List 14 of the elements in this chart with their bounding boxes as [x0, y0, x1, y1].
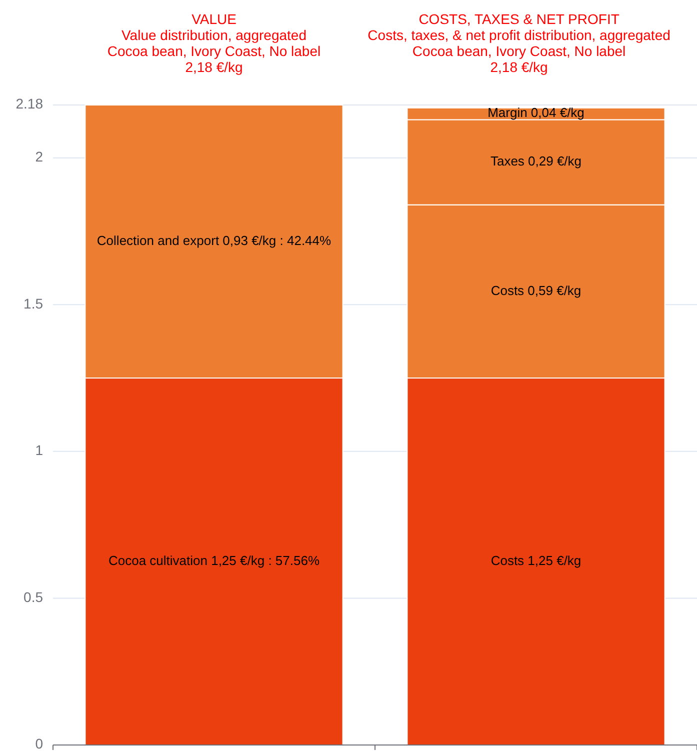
- y-tick-label: 0: [35, 736, 44, 751]
- y-tick-label: 0.5: [24, 588, 44, 605]
- data-label: Cocoa cultivation 1,25 €/kg : 57.56%: [108, 552, 320, 568]
- data-label: Collection and export 0,93 €/kg : 42.44%: [96, 232, 332, 248]
- y-tick-label: 1: [35, 442, 44, 458]
- text: VALUE Value distribution, aggregated Cocoa bean, Ivory Coast, No label 2,18 €/kg: [107, 11, 321, 75]
- text: COSTS, TAXES & NET PROFIT Costs, taxes, & net profit distribution, aggregated Cocoa bean, Ivory Coast, No label 2,18 €/kg: [368, 11, 670, 75]
- y-tick-label: 2: [35, 148, 44, 165]
- data-label: Margin 0,04 €/kg: [488, 105, 584, 120]
- y-tick-label: 2.18: [16, 96, 44, 112]
- data-label: Costs 0,59 €/kg: [490, 282, 582, 298]
- y-tick-label: 1.5: [24, 295, 44, 312]
- data-label: Taxes 0,29 €/kg: [490, 154, 582, 169]
- data-label: Costs 1,25 €/kg: [490, 552, 582, 568]
